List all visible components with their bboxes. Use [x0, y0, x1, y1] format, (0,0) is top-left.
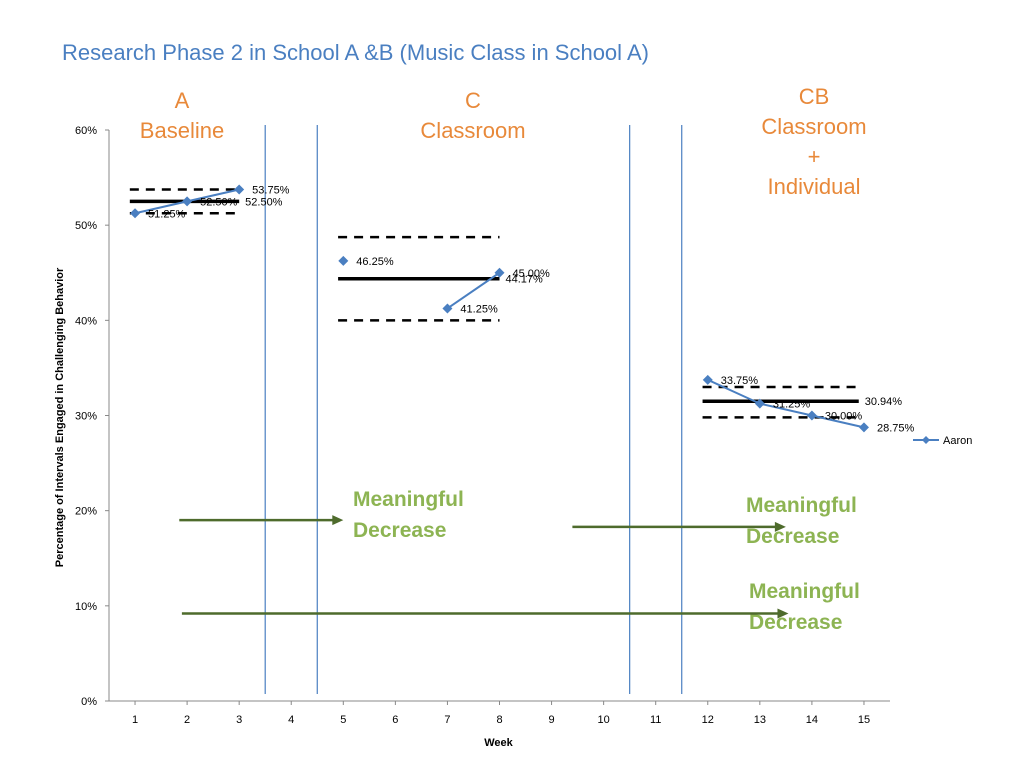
phase-mean-label: 30.94% [865, 396, 903, 408]
y-tick-label: 50% [75, 220, 97, 232]
annotation-meaningful-decrease-1: Meaningful Decrease [353, 484, 464, 546]
x-tick-label: 14 [806, 714, 818, 726]
annotation-line: Decrease [749, 611, 843, 634]
data-point-marker [702, 374, 713, 385]
phase-letter: A [174, 88, 190, 113]
x-tick-label: 15 [858, 714, 870, 726]
x-tick-label: 10 [598, 714, 610, 726]
y-tick-label: 20% [75, 506, 97, 518]
y-tick-label: 10% [75, 601, 97, 613]
phase-letter: C [465, 88, 481, 113]
phase-name-2: Individual [767, 174, 861, 199]
series-line-segment [707, 378, 865, 429]
data-point-label: 46.25% [356, 256, 394, 268]
phase-letter: CB [798, 84, 830, 109]
data-point-marker [130, 208, 141, 219]
data-point-label: 45.00% [513, 268, 551, 280]
data-point-marker [858, 422, 869, 433]
annotation-line: Decrease [353, 519, 447, 542]
phase-plus: + [807, 144, 821, 169]
x-tick-label: 3 [236, 714, 242, 726]
data-point-label: 41.25% [460, 303, 498, 315]
y-tick-label: 0% [81, 696, 97, 708]
x-tick-label: 2 [184, 714, 190, 726]
phase-mean-label: 44.17% [506, 274, 544, 286]
annotation-line: Meaningful [746, 494, 857, 517]
x-tick-label: 12 [702, 714, 714, 726]
legend-label: Aaron [943, 435, 972, 447]
phase-label-classroom-individual: CB Classroom + Individual [744, 82, 884, 202]
data-point-marker [182, 196, 193, 207]
phase-name: Baseline [139, 118, 225, 143]
data-point-label: 31.25% [773, 399, 811, 411]
data-point-marker [442, 303, 453, 314]
data-point-marker [806, 410, 817, 421]
data-point-marker [494, 267, 505, 278]
x-tick-label: 4 [288, 714, 294, 726]
x-axis-title: Week [484, 737, 513, 749]
legend-marker [922, 436, 930, 444]
phase-name: Classroom [420, 118, 526, 143]
annotation-meaningful-decrease-3: Meaningful Decrease [749, 576, 860, 638]
data-point-label: 51.25% [148, 208, 186, 220]
data-point-marker [754, 398, 765, 409]
phase-name: Classroom [761, 114, 867, 139]
data-point-label: 33.75% [721, 375, 759, 387]
slide-title: Research Phase 2 in School A &B (Music C… [62, 40, 649, 65]
annotation-line: Meaningful [749, 580, 860, 603]
arrow-head [774, 521, 786, 532]
y-tick-label: 60% [75, 125, 97, 137]
annotation-meaningful-decrease-2: Meaningful Decrease [746, 490, 857, 552]
y-axis-title: Percentage of Intervals Engaged in Chall… [54, 267, 66, 567]
data-point-label: 52.50% [200, 196, 238, 208]
arrow-head [777, 608, 789, 619]
x-tick-label: 8 [496, 714, 502, 726]
data-point-marker [338, 255, 349, 266]
data-point-label: 30.00% [825, 411, 863, 423]
x-tick-label: 1 [132, 714, 138, 726]
data-point-label: 53.75% [252, 184, 290, 196]
phase-mean-label: 52.50% [245, 196, 283, 208]
phase-label-baseline: A Baseline [122, 86, 242, 146]
x-tick-label: 13 [754, 714, 766, 726]
x-tick-label: 7 [444, 714, 450, 726]
x-tick-label: 11 [650, 714, 661, 726]
x-tick-label: 5 [340, 714, 346, 726]
x-tick-label: 6 [392, 714, 398, 726]
annotation-line: Decrease [746, 525, 840, 548]
y-tick-label: 30% [75, 411, 97, 423]
arrow-head [332, 515, 344, 526]
data-point-marker [234, 184, 245, 195]
annotation-line: Meaningful [353, 488, 464, 511]
y-tick-label: 40% [75, 315, 97, 327]
phase-label-classroom: C Classroom [403, 86, 543, 146]
data-point-label: 28.75% [877, 422, 915, 434]
series-line-segment [446, 271, 501, 310]
x-tick-label: 9 [549, 714, 555, 726]
